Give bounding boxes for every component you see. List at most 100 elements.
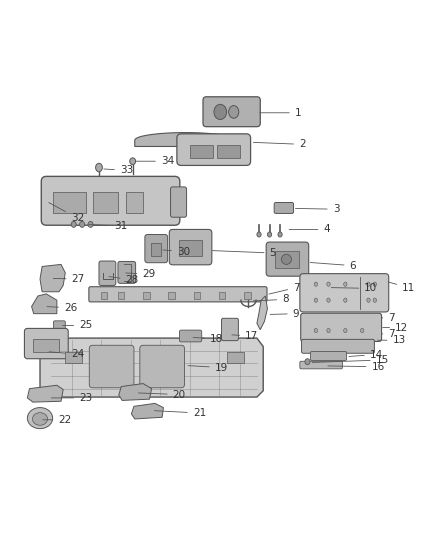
Ellipse shape xyxy=(281,254,291,264)
Bar xyxy=(126,192,143,213)
FancyBboxPatch shape xyxy=(180,330,202,342)
Text: 33: 33 xyxy=(104,165,133,175)
Ellipse shape xyxy=(257,232,261,237)
Text: 5: 5 xyxy=(212,248,276,258)
Ellipse shape xyxy=(373,282,377,286)
Bar xyxy=(101,292,107,298)
Bar xyxy=(151,244,161,256)
FancyBboxPatch shape xyxy=(274,203,293,213)
Text: 7: 7 xyxy=(382,329,395,339)
Text: 22: 22 xyxy=(43,415,71,425)
Ellipse shape xyxy=(95,163,102,172)
Ellipse shape xyxy=(327,328,330,333)
Text: 25: 25 xyxy=(63,320,92,330)
Bar xyxy=(217,145,240,158)
Text: 34: 34 xyxy=(135,156,174,166)
Text: 3: 3 xyxy=(296,204,339,214)
Ellipse shape xyxy=(268,232,272,237)
Text: 9: 9 xyxy=(270,309,299,319)
FancyBboxPatch shape xyxy=(177,134,251,165)
Ellipse shape xyxy=(373,298,377,302)
FancyBboxPatch shape xyxy=(89,345,134,388)
Bar xyxy=(118,292,124,298)
FancyBboxPatch shape xyxy=(300,361,343,369)
Bar xyxy=(33,339,59,352)
Text: 20: 20 xyxy=(138,390,186,400)
Text: 7: 7 xyxy=(269,282,300,294)
Ellipse shape xyxy=(27,408,53,429)
Polygon shape xyxy=(40,338,263,397)
Bar xyxy=(244,292,251,298)
Bar xyxy=(219,292,225,298)
Bar xyxy=(190,145,213,158)
FancyBboxPatch shape xyxy=(99,261,116,286)
FancyBboxPatch shape xyxy=(301,340,374,353)
Bar xyxy=(93,192,118,213)
Ellipse shape xyxy=(32,413,48,425)
Ellipse shape xyxy=(314,328,318,333)
FancyBboxPatch shape xyxy=(53,321,65,330)
Text: 29: 29 xyxy=(126,269,155,279)
Bar xyxy=(65,352,82,364)
FancyBboxPatch shape xyxy=(140,345,184,388)
Text: 23: 23 xyxy=(51,393,92,403)
Ellipse shape xyxy=(71,221,76,228)
Text: 19: 19 xyxy=(188,362,228,373)
Ellipse shape xyxy=(214,104,226,119)
Ellipse shape xyxy=(327,282,330,286)
Polygon shape xyxy=(27,385,63,402)
FancyBboxPatch shape xyxy=(301,313,381,342)
FancyBboxPatch shape xyxy=(145,235,168,263)
Text: 12: 12 xyxy=(383,322,408,333)
Text: 21: 21 xyxy=(154,408,206,418)
FancyBboxPatch shape xyxy=(203,97,260,127)
Polygon shape xyxy=(119,384,152,400)
Ellipse shape xyxy=(344,328,347,333)
Ellipse shape xyxy=(327,298,330,302)
Ellipse shape xyxy=(344,282,347,286)
Ellipse shape xyxy=(314,298,318,302)
Text: 28: 28 xyxy=(109,275,139,285)
FancyBboxPatch shape xyxy=(170,229,212,265)
Bar xyxy=(227,352,244,364)
Bar xyxy=(179,239,202,256)
Polygon shape xyxy=(135,133,236,147)
Ellipse shape xyxy=(88,221,93,228)
FancyBboxPatch shape xyxy=(170,187,187,217)
FancyBboxPatch shape xyxy=(89,287,267,302)
Ellipse shape xyxy=(229,106,239,118)
Bar xyxy=(169,292,175,298)
Text: 8: 8 xyxy=(253,294,289,304)
Text: 7: 7 xyxy=(382,313,395,323)
Bar xyxy=(53,192,86,213)
Ellipse shape xyxy=(130,158,136,165)
Text: 15: 15 xyxy=(312,355,389,365)
Bar xyxy=(143,292,149,298)
Text: 16: 16 xyxy=(328,362,385,372)
FancyBboxPatch shape xyxy=(311,352,346,360)
Text: 17: 17 xyxy=(232,331,258,341)
Text: 6: 6 xyxy=(310,261,356,271)
Polygon shape xyxy=(32,294,57,313)
Ellipse shape xyxy=(278,232,282,237)
Ellipse shape xyxy=(367,282,370,286)
Text: 31: 31 xyxy=(89,221,128,231)
Ellipse shape xyxy=(305,359,310,365)
Text: 24: 24 xyxy=(49,349,84,359)
Polygon shape xyxy=(131,403,163,419)
Text: 30: 30 xyxy=(163,247,190,257)
Ellipse shape xyxy=(80,221,85,228)
Text: 26: 26 xyxy=(47,303,77,313)
Text: 14: 14 xyxy=(349,350,383,360)
Bar xyxy=(194,292,200,298)
FancyBboxPatch shape xyxy=(300,273,389,312)
FancyBboxPatch shape xyxy=(222,318,238,341)
Bar xyxy=(275,251,299,268)
Text: 2: 2 xyxy=(253,139,306,149)
Ellipse shape xyxy=(344,298,347,302)
Text: 13: 13 xyxy=(378,335,406,345)
FancyBboxPatch shape xyxy=(266,242,309,276)
FancyBboxPatch shape xyxy=(41,176,180,225)
FancyBboxPatch shape xyxy=(118,262,136,284)
Text: 32: 32 xyxy=(49,203,84,223)
